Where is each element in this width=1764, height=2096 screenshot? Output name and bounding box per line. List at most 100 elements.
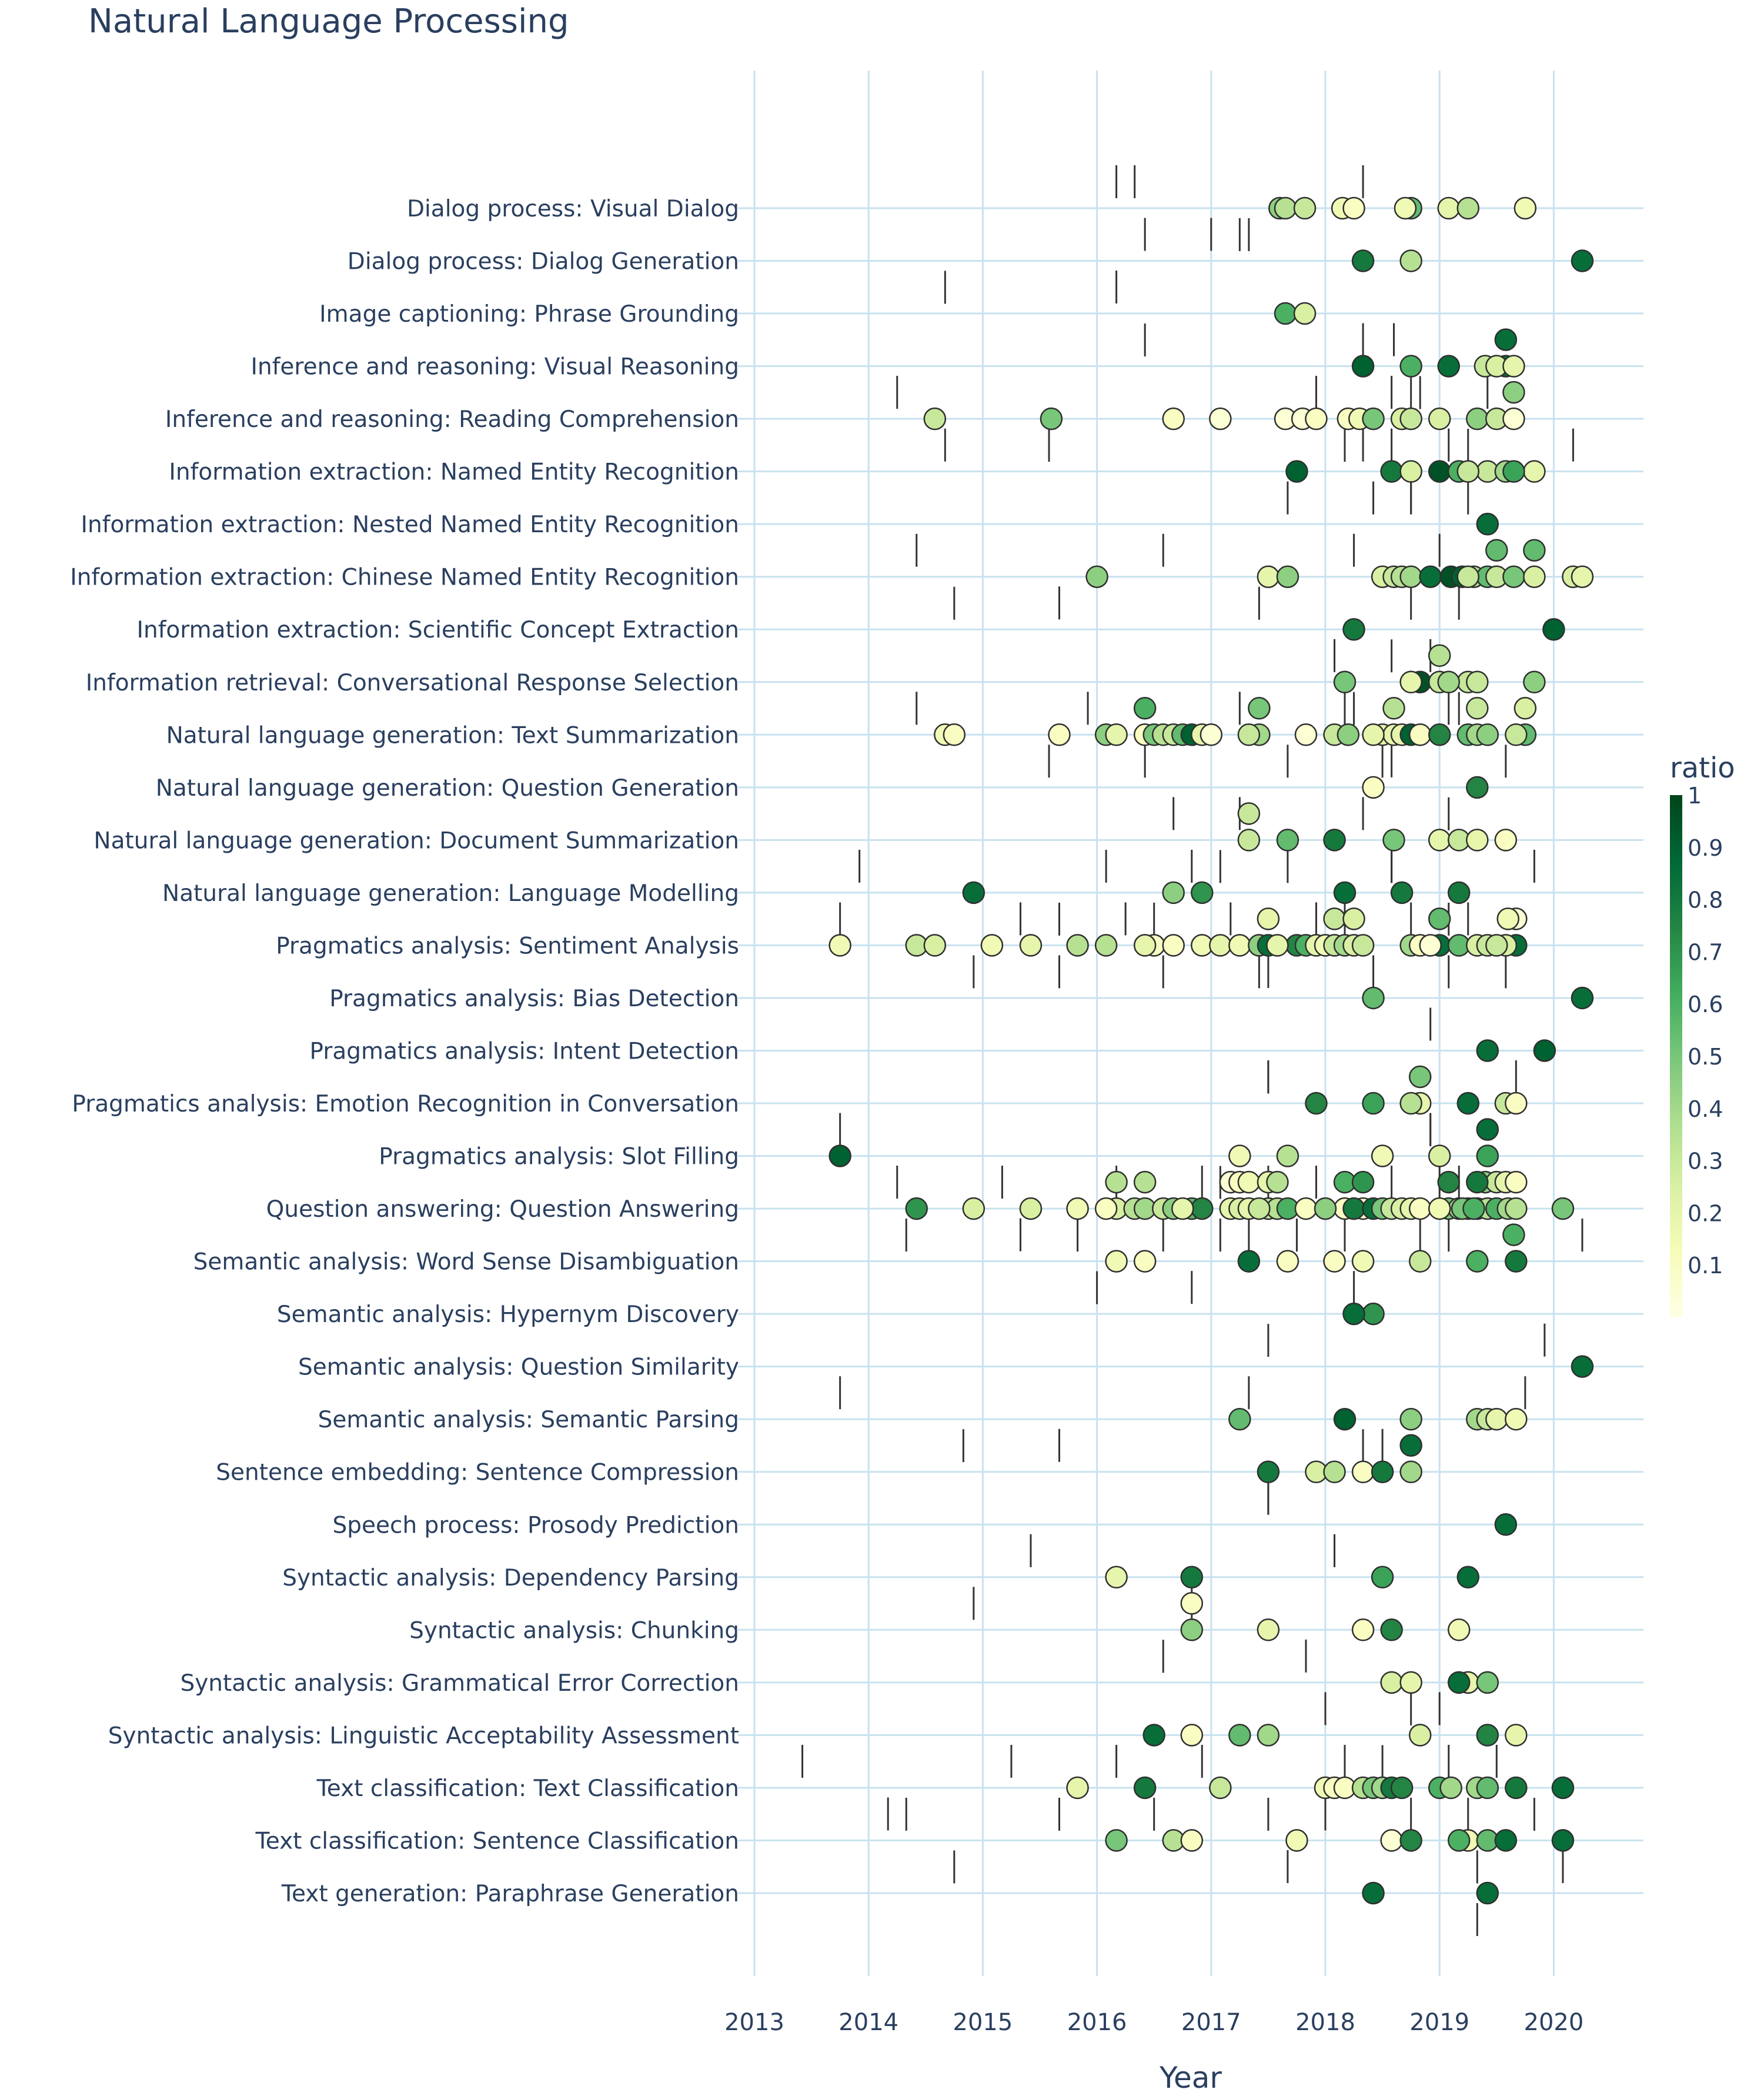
category-label: Syntactic analysis: Dependency Parsing	[282, 1565, 739, 1591]
data-point	[1408, 723, 1432, 746]
data-point	[962, 881, 985, 905]
data-point	[1105, 1170, 1128, 1194]
data-point	[1502, 460, 1525, 483]
data-point	[1447, 1618, 1471, 1641]
data-point	[1399, 565, 1422, 588]
data-point	[1382, 697, 1405, 720]
category-label: Pragmatics analysis: Bias Detection	[329, 986, 739, 1012]
data-point	[1237, 829, 1261, 852]
data-point	[1571, 249, 1594, 272]
colorbar-tick-label: 0.6	[1688, 992, 1723, 1017]
data-point	[1305, 407, 1328, 430]
data-point	[828, 1144, 851, 1167]
data-point	[1019, 934, 1043, 957]
data-point	[1248, 697, 1271, 720]
data-point	[1237, 723, 1261, 746]
data-point	[1133, 697, 1157, 720]
data-point	[1466, 776, 1489, 799]
data-point	[1323, 907, 1346, 930]
data-point	[1502, 565, 1525, 588]
data-point	[1466, 697, 1489, 720]
data-point	[1505, 1776, 1528, 1800]
data-point	[1371, 1144, 1394, 1167]
data-point	[1180, 1724, 1204, 1747]
data-point	[1351, 934, 1375, 957]
data-point	[1494, 1829, 1518, 1852]
colorbar-tick-label: 0.9	[1688, 835, 1723, 861]
data-point	[1523, 539, 1546, 562]
data-point	[1476, 1724, 1499, 1747]
category-labels: Dialog process: Visual Dialog Dialog proc…	[70, 196, 739, 1907]
data-point	[1437, 670, 1460, 694]
category-label: Pragmatics analysis: Emotion Recognition…	[72, 1091, 739, 1117]
category-label: Dialog process: Dialog Generation	[348, 249, 739, 275]
data-point	[1293, 302, 1317, 325]
data-point	[1394, 196, 1417, 220]
data-point	[1294, 723, 1318, 746]
category-label: Information extraction: Named Entity Rec…	[169, 459, 739, 486]
data-point	[1040, 407, 1063, 430]
data-point	[1066, 1197, 1089, 1220]
data-point	[1485, 539, 1508, 562]
data-point	[1551, 1829, 1575, 1852]
data-point	[1362, 1881, 1385, 1905]
category-label: Syntactic analysis: Linguistic Acceptabi…	[108, 1723, 739, 1749]
data-point	[1085, 565, 1108, 588]
data-point	[1428, 1197, 1451, 1220]
data-point	[1447, 1829, 1471, 1852]
data-point	[1462, 1197, 1485, 1220]
data-point	[1257, 1618, 1280, 1641]
data-point	[1293, 196, 1317, 220]
data-point	[1133, 934, 1157, 957]
category-label: Semantic analysis: Semantic Parsing	[318, 1407, 739, 1433]
data-point	[1408, 1197, 1432, 1220]
data-point	[1237, 1170, 1261, 1194]
data-point	[1485, 1407, 1508, 1431]
data-point	[1502, 1223, 1525, 1246]
data-point	[1437, 196, 1460, 220]
data-point	[1266, 1170, 1289, 1194]
colorbar-ticks: 0.1 0.2 0.3 0.4 0.5 0.6 0.7 0.8 0.9 1	[1688, 783, 1723, 1279]
colorbar-tick-label: 0.8	[1688, 887, 1723, 913]
data-point	[1439, 1776, 1462, 1800]
data-point	[1342, 907, 1365, 930]
colorbar-tick-label: 0.5	[1688, 1044, 1723, 1070]
category-label: Natural language generation: Document Su…	[93, 827, 739, 854]
data-point	[1276, 1144, 1299, 1167]
data-point	[1019, 1197, 1043, 1220]
colorbar-tick-label: 0.2	[1688, 1200, 1723, 1226]
data-point	[1505, 1170, 1528, 1194]
data-point	[1399, 1829, 1422, 1852]
data-point	[1505, 1250, 1528, 1273]
data-point	[1523, 565, 1546, 588]
data-point	[1371, 1460, 1394, 1483]
data-point	[1274, 302, 1297, 325]
category-label: Information retrieval: Conversational Re…	[86, 670, 739, 696]
data-point	[1447, 881, 1471, 905]
data-point	[1180, 1618, 1204, 1641]
data-point	[1505, 1407, 1528, 1431]
data-point	[1476, 1776, 1499, 1800]
data-point	[1419, 934, 1442, 957]
data-point	[1362, 776, 1385, 799]
data-point	[1094, 1197, 1118, 1220]
colorbar-gradient	[1670, 795, 1682, 1317]
data-point	[1428, 907, 1451, 930]
data-point	[1408, 1724, 1432, 1747]
category-label: Text classification: Text Classification	[316, 1775, 739, 1802]
data-point	[1466, 1250, 1489, 1273]
x-tick-label: 2016	[1067, 2009, 1127, 2036]
data-point	[1428, 1144, 1451, 1167]
data-point	[1133, 1170, 1157, 1194]
data-point	[1333, 670, 1357, 694]
data-point	[1456, 565, 1479, 588]
data-point	[1276, 565, 1299, 588]
data-point	[1257, 565, 1280, 588]
data-point	[1285, 1829, 1308, 1852]
data-point	[1399, 670, 1422, 694]
data-point	[1133, 1250, 1157, 1273]
data-point	[1390, 881, 1414, 905]
data-point	[1447, 1671, 1471, 1694]
data-point	[1494, 1513, 1518, 1536]
category-label: Text generation: Paraphrase Generation	[281, 1881, 739, 1907]
